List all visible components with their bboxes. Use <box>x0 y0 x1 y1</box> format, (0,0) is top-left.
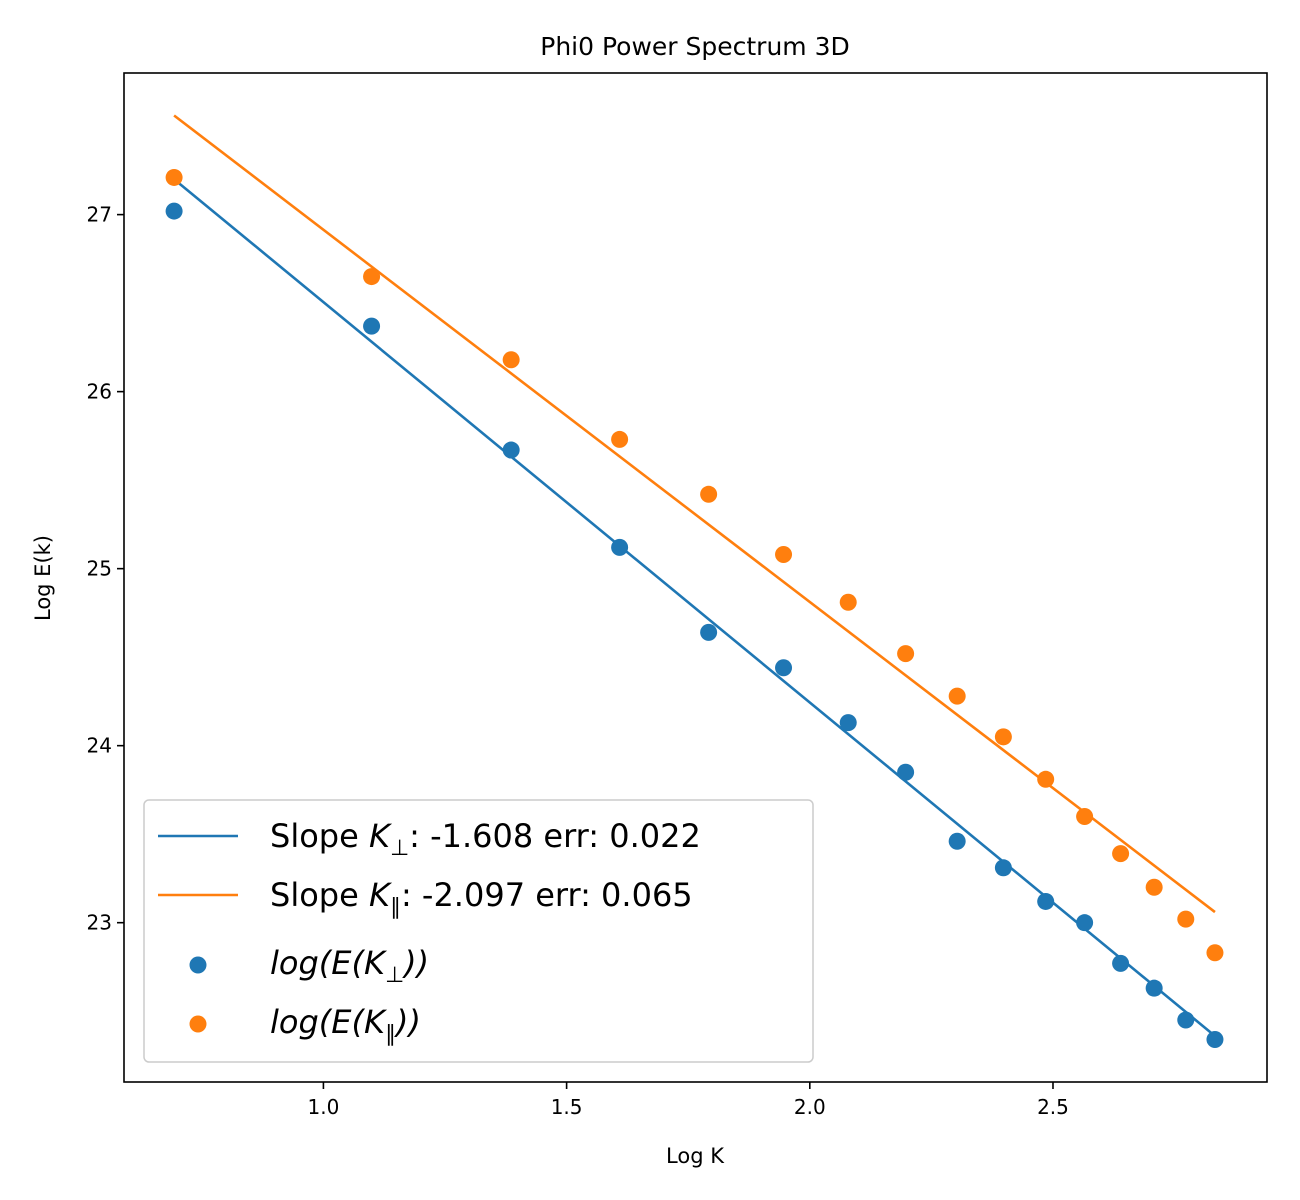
point-perp <box>502 441 520 459</box>
x-tick-label: 1.0 <box>308 1095 340 1119</box>
point-perp <box>897 763 915 781</box>
legend-marker-perp <box>189 956 207 974</box>
legend-label-suffix: )) <box>402 944 429 982</box>
x-axis: 1.0 1.5 2.0 2.5 <box>308 1082 1069 1119</box>
legend-label-var: K <box>369 876 393 914</box>
point-par <box>1037 770 1055 788</box>
legend-label: Slope K∥: -2.097 err: 0.065 <box>270 876 693 920</box>
point-par <box>700 485 718 503</box>
legend-label: log(E(K∥)) <box>270 1003 421 1047</box>
legend-label-suffix: : -2.097 err: 0.065 <box>401 876 693 914</box>
legend-label-var: K <box>369 817 393 855</box>
legend-box <box>143 799 814 1063</box>
point-par <box>502 351 520 369</box>
point-perp <box>948 832 966 850</box>
point-perp <box>839 714 857 732</box>
point-par <box>363 268 381 286</box>
legend-label-suffix: : -1.608 err: 0.022 <box>409 817 701 855</box>
y-tick-label: 25 <box>87 557 112 581</box>
legend-label: log(E(K⊥)) <box>270 944 429 988</box>
point-par <box>897 645 915 663</box>
y-tick-label: 27 <box>87 203 112 227</box>
legend-label-var: log(E(K <box>270 944 388 982</box>
y-axis-title: Log E(k) <box>31 535 55 621</box>
point-par <box>165 168 183 186</box>
point-perp <box>1206 1031 1224 1049</box>
point-perp <box>994 859 1012 877</box>
legend-label-prefix: Slope <box>270 876 369 914</box>
x-tick-label: 2.0 <box>794 1095 826 1119</box>
point-par <box>948 687 966 705</box>
point-par <box>1145 878 1163 896</box>
point-perp <box>1145 979 1163 997</box>
legend-label-subscript: ∥ <box>390 895 401 920</box>
point-par <box>1206 944 1224 962</box>
point-par <box>994 728 1012 746</box>
point-par <box>1177 910 1195 928</box>
point-perp <box>1076 914 1094 932</box>
point-perp <box>1037 892 1055 910</box>
y-tick-label: 24 <box>87 734 112 758</box>
series-layer <box>165 114 1224 1049</box>
legend-label-prefix: Slope <box>270 817 369 855</box>
point-perp <box>363 317 381 335</box>
point-perp <box>1112 954 1130 972</box>
point-par <box>1112 845 1130 863</box>
point-perp <box>1177 1011 1195 1029</box>
point-par <box>775 545 793 563</box>
x-tick-label: 2.5 <box>1037 1095 1069 1119</box>
legend-label-subscript: ∥ <box>385 1022 396 1047</box>
point-perp <box>700 623 718 641</box>
y-axis: 23 24 25 26 27 <box>87 203 124 935</box>
x-axis-title: Log K <box>666 1144 725 1168</box>
chart-title: Phi0 Power Spectrum 3D <box>540 32 850 61</box>
legend-label-suffix: )) <box>394 1003 421 1041</box>
legend-label-var: log(E(K <box>270 1003 388 1041</box>
y-tick-label: 26 <box>87 380 112 404</box>
point-perp <box>775 659 793 677</box>
fit-line-perp <box>173 178 1216 1037</box>
legend-label: Slope K⊥: -1.608 err: 0.022 <box>270 817 701 861</box>
point-par <box>839 593 857 611</box>
legend-marker-par <box>189 1015 207 1033</box>
legend-label-subscript: ⊥ <box>390 836 409 861</box>
legend-label-subscript: ⊥ <box>385 963 404 988</box>
point-perp <box>165 202 183 220</box>
x-tick-label: 1.5 <box>551 1095 583 1119</box>
point-par <box>611 430 629 448</box>
y-tick-label: 23 <box>87 911 112 935</box>
point-perp <box>611 538 629 556</box>
point-par <box>1076 807 1094 825</box>
